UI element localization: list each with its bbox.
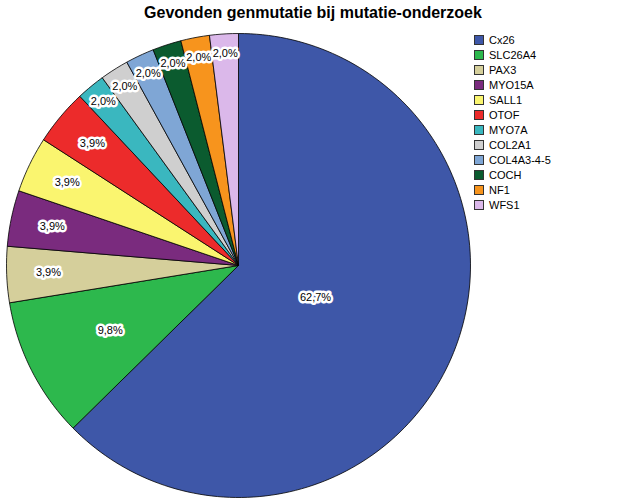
html-text:COCH: COCH bbox=[489, 168, 522, 181]
svg-text:2,0%: 2,0% bbox=[112, 80, 137, 92]
html-text:Gevonden genmutatie bij mutati: Gevonden genmutatie bij mutatie-onderzoe… bbox=[144, 4, 482, 21]
html-text:PAX3: PAX3 bbox=[489, 63, 517, 76]
svg-text:2,0%: 2,0% bbox=[91, 95, 116, 107]
html-text:MYO15A: MYO15A bbox=[489, 78, 534, 91]
html-text:MYO7A: MYO7A bbox=[489, 123, 528, 136]
html-text:OTOF: OTOF bbox=[489, 108, 520, 121]
svg-text:3,9%: 3,9% bbox=[40, 220, 65, 232]
svg-text:2,0%: 2,0% bbox=[186, 50, 211, 62]
svg-text:9,8%: 9,8% bbox=[98, 324, 123, 336]
html-text:SALL1: SALL1 bbox=[489, 93, 522, 106]
svg-text:2,0%: 2,0% bbox=[213, 47, 238, 59]
svg-text:62,7%: 62,7% bbox=[300, 291, 331, 303]
svg-text:3,9%: 3,9% bbox=[36, 266, 61, 278]
html-text:SLC26A4: SLC26A4 bbox=[489, 48, 537, 61]
html-text:Cx26: Cx26 bbox=[489, 33, 515, 46]
svg-text:3,9%: 3,9% bbox=[55, 176, 80, 188]
svg-text:3,9%: 3,9% bbox=[80, 137, 105, 149]
html-text:COL4A3-4-5: COL4A3-4-5 bbox=[489, 153, 551, 166]
html-text:COL2A1: COL2A1 bbox=[489, 138, 532, 151]
svg-text:2,0%: 2,0% bbox=[136, 67, 161, 79]
html-text:NF1: NF1 bbox=[489, 183, 510, 196]
html-text:WFS1: WFS1 bbox=[489, 198, 520, 211]
svg-text:2,0%: 2,0% bbox=[160, 57, 185, 69]
